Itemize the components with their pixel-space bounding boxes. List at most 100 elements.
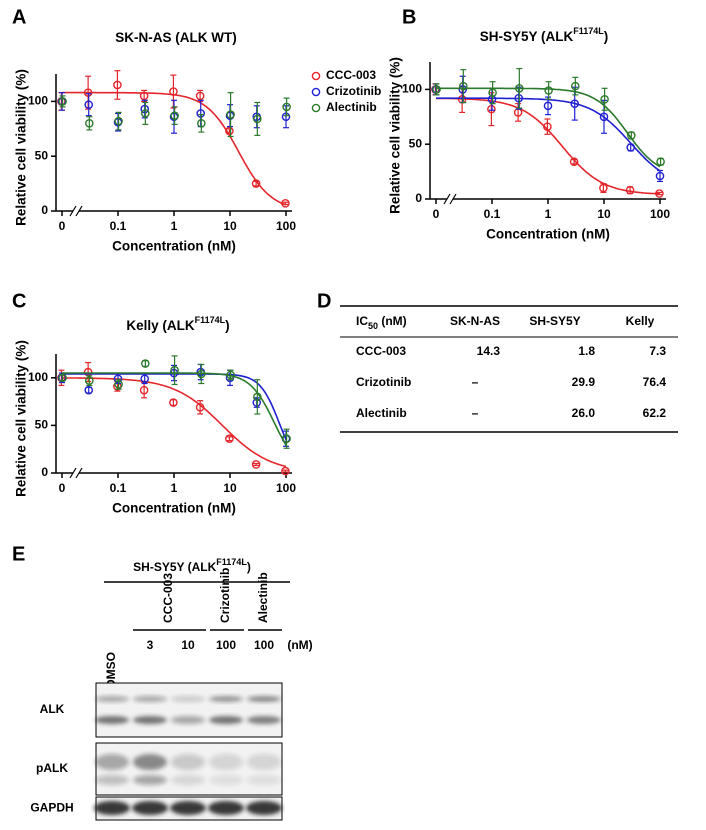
panel-label: A <box>12 6 26 28</box>
blot-title-part: ) <box>247 560 251 574</box>
y-tick-label: 0 <box>41 203 48 217</box>
data-point <box>655 189 664 198</box>
data-point <box>432 85 441 94</box>
chart-title-part: Kelly (ALK <box>126 318 195 333</box>
panel-label: E <box>12 543 25 565</box>
blot-band <box>133 754 167 770</box>
y-tick-label: 100 <box>402 82 422 96</box>
group-label: CCC-003 <box>161 573 175 623</box>
data-point <box>544 86 553 95</box>
axis-break <box>69 205 77 217</box>
blot-band <box>171 696 205 702</box>
data-point <box>197 119 206 128</box>
lane-label: 10 <box>181 638 195 652</box>
data-point <box>488 88 497 97</box>
data-point <box>170 111 179 120</box>
chart-title-part: F1174L <box>195 315 226 325</box>
y-tick-label: 100 <box>28 94 48 108</box>
data-point <box>253 114 262 124</box>
table-header: Kelly <box>626 314 655 328</box>
blot-band <box>247 696 281 702</box>
blot-band <box>247 775 281 785</box>
data-point <box>513 108 523 117</box>
data-point <box>85 376 94 385</box>
chart-title-part: F1174L <box>573 26 604 36</box>
data-point <box>141 359 150 368</box>
table-cell: 76.4 <box>643 375 667 389</box>
axis-break-gap <box>447 197 453 201</box>
table-cell: Alectinib <box>356 406 407 420</box>
blot-band <box>247 716 281 724</box>
chart-title-part: SK-N-AS (ALK WT) <box>115 30 236 45</box>
x-tick-label: 1 <box>171 481 178 495</box>
data-point <box>141 109 150 118</box>
data-point <box>251 179 261 188</box>
blot-band <box>247 754 281 770</box>
data-point <box>282 434 291 444</box>
data-point <box>459 81 468 91</box>
axis-break <box>69 467 77 479</box>
data-point <box>225 434 234 444</box>
data-point <box>626 143 636 152</box>
x-tick-label: 0 <box>59 219 66 233</box>
data-point <box>253 392 262 402</box>
axis-break-gap <box>73 209 79 213</box>
x-tick-label: 0.1 <box>484 207 501 221</box>
y-tick-label: 50 <box>35 418 49 432</box>
legend-label: Alectinib <box>326 100 377 114</box>
chart-title-part: ) <box>225 318 230 333</box>
blot-band <box>171 754 205 770</box>
row-label: GAPDH <box>30 801 73 815</box>
x-axis-label: Concentration (nM) <box>112 239 236 254</box>
y-tick-label: 0 <box>41 465 48 479</box>
data-point <box>169 398 178 407</box>
panel-label: B <box>402 6 416 28</box>
group-label: Crizotinib <box>218 568 232 623</box>
blot-band <box>170 801 206 815</box>
table-cell: – <box>472 406 479 420</box>
data-point <box>655 171 665 181</box>
axis-break <box>449 193 457 205</box>
x-tick-label: 1 <box>545 207 552 221</box>
data-point <box>114 380 123 389</box>
data-point <box>515 84 524 93</box>
blot-band <box>246 801 282 815</box>
x-tick-label: 0.1 <box>110 219 127 233</box>
data-point <box>656 157 665 167</box>
table-cell: 29.9 <box>572 375 596 389</box>
legend-label: Crizotinib <box>326 84 381 98</box>
data-point <box>251 460 261 469</box>
table-header-part: IC <box>356 314 368 328</box>
table-header-part: 50 <box>368 321 378 331</box>
data-point <box>282 102 291 112</box>
table-cell: CCC-003 <box>356 344 406 358</box>
group-label: Alectinib <box>256 572 270 623</box>
data-point <box>84 385 94 395</box>
x-axis-label: Concentration (nM) <box>112 501 236 516</box>
data-point <box>569 157 579 167</box>
blot-band <box>209 775 243 785</box>
lane-label: 100 <box>216 638 236 652</box>
blot-band <box>133 716 167 724</box>
data-point <box>113 80 122 90</box>
data-point <box>85 119 94 128</box>
blot-band <box>94 801 130 815</box>
chart-title-part: SH-SY5Y (ALK <box>480 29 574 44</box>
y-tick-label: 100 <box>28 370 48 384</box>
axis-break <box>75 467 83 479</box>
data-point <box>571 81 580 91</box>
blot-band <box>133 696 167 702</box>
data-point <box>195 403 205 412</box>
blot-band <box>208 801 244 815</box>
lane-label: 3 <box>147 638 154 652</box>
x-tick-label: 0 <box>433 207 440 221</box>
x-tick-label: 100 <box>650 207 670 221</box>
data-point <box>226 110 235 119</box>
blot-band <box>133 775 167 785</box>
y-tick-label: 50 <box>35 148 49 162</box>
table-cell: 14.3 <box>477 344 501 358</box>
chart-title: SK-N-AS (ALK WT) <box>115 30 236 45</box>
blot-band <box>132 801 168 815</box>
x-tick-label: 10 <box>223 219 237 233</box>
